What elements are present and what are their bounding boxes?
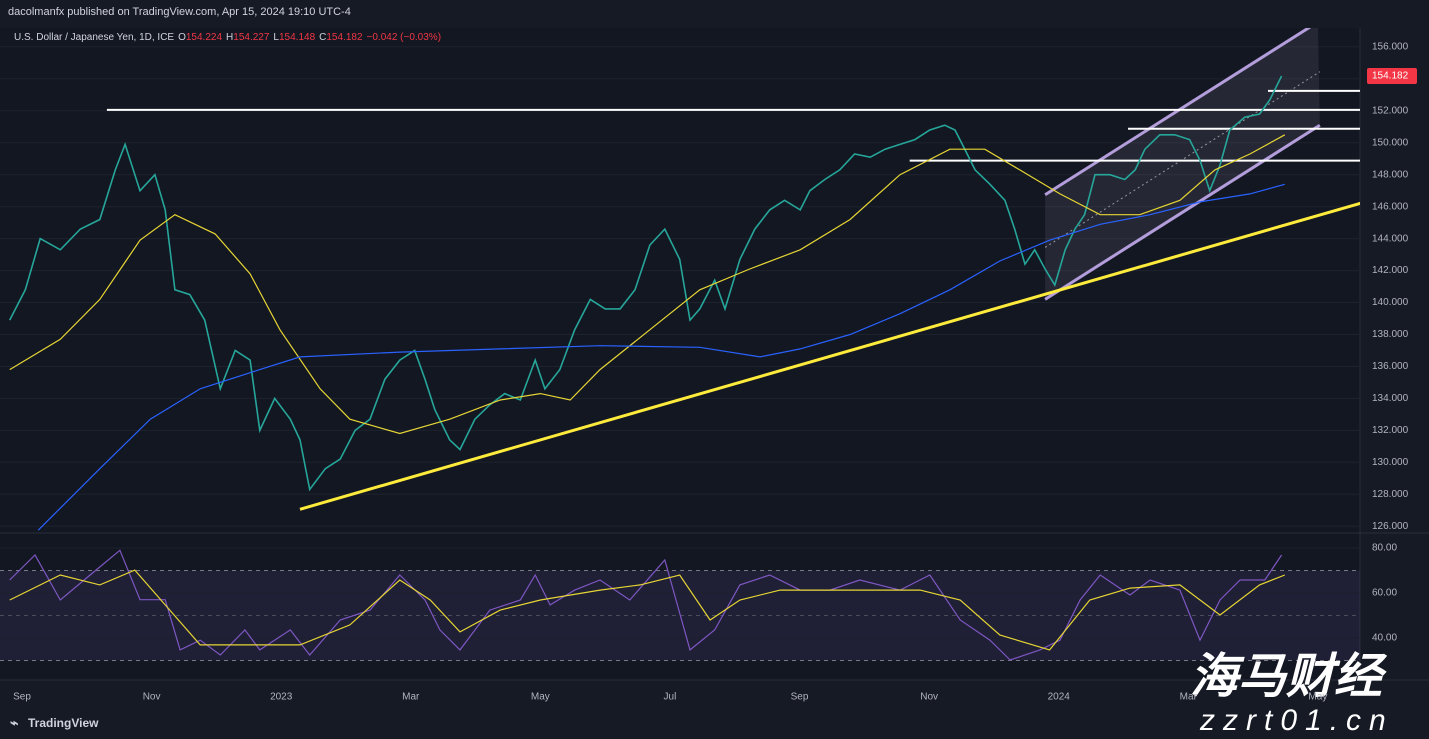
x-tick-label: Jul	[664, 692, 677, 703]
y-tick-label: 146.000	[1372, 201, 1409, 212]
brand-logo: ⌁	[10, 715, 18, 731]
y-tick-label: 148.000	[1372, 169, 1409, 180]
y-tick-label: 156.000	[1372, 42, 1409, 53]
change: −0.042 (−0.03%)	[367, 32, 442, 43]
price-pane	[0, 28, 1360, 531]
x-tick-label: Mar	[402, 692, 420, 703]
x-tick-label: Nov	[143, 692, 161, 703]
y-tick-label: 150.000	[1372, 137, 1409, 148]
ohlc-label: L	[273, 32, 279, 43]
series-line	[9, 549, 1283, 661]
publisher: dacolmanfx published on TradingView.com,…	[8, 6, 351, 18]
y-tick-label: 140.000	[1372, 297, 1409, 308]
x-tick-label: Nov	[920, 692, 938, 703]
last-price-label: 154.182	[1372, 71, 1409, 82]
rsi-pane	[0, 547, 1360, 661]
channel-lower	[1044, 123, 1321, 301]
channel-middle	[1044, 71, 1321, 248]
x-tick-label: Sep	[791, 692, 809, 703]
y-tick-label: 126.000	[1372, 521, 1409, 532]
brand: TradingView	[28, 716, 99, 730]
y-tick-label: 152.000	[1372, 105, 1409, 116]
ohlc-label: O	[178, 32, 186, 43]
ohlc-value: 154.227	[233, 32, 270, 43]
y-tick-label: 128.000	[1372, 489, 1409, 500]
watermark-site: zzrt01.cn	[1199, 704, 1394, 737]
trendline	[299, 201, 1360, 511]
y-tick-label: 138.000	[1372, 329, 1409, 340]
y-tick-label: 134.000	[1372, 393, 1409, 404]
series-line	[9, 569, 1286, 651]
x-tick-label: Sep	[13, 692, 31, 703]
ohlc-label: C	[319, 32, 326, 43]
last-price-marker	[1367, 67, 1417, 84]
ohlc-value: 154.148	[279, 32, 316, 43]
y-tick-label: 60.00	[1372, 588, 1397, 599]
x-tick-label: May	[531, 692, 550, 703]
channel-fill	[1045, 28, 1320, 300]
plot-area	[0, 28, 1360, 680]
x-tick-label: 2023	[270, 692, 293, 703]
x-tick-label: May	[1308, 692, 1327, 703]
y-tick-label: 142.000	[1372, 265, 1409, 276]
series-line	[37, 183, 1285, 531]
y-tick-label: 144.000	[1372, 233, 1409, 244]
channel-upper	[1044, 28, 1312, 196]
series-line	[9, 134, 1286, 435]
symbol-legend: U.S. Dollar / Japanese Yen, 1D, ICE O154.…	[14, 32, 441, 43]
y-tick-label: 130.000	[1372, 457, 1409, 468]
y-tick-label: 132.000	[1372, 425, 1409, 436]
ohlc-value: 154.182	[326, 32, 363, 43]
ohlc-label: H	[226, 32, 233, 43]
y-tick-label: 136.000	[1372, 361, 1409, 372]
x-tick-label: 2024	[1048, 692, 1071, 703]
y-tick-label: 80.00	[1372, 543, 1397, 554]
ohlc-value: 154.224	[186, 32, 223, 43]
x-tick-label: Mar	[1180, 692, 1198, 703]
y-tick-label: 40.00	[1372, 633, 1397, 644]
watermark-title: 海马财经	[1190, 651, 1388, 704]
symbol: U.S. Dollar / Japanese Yen, 1D, ICE	[14, 32, 174, 43]
